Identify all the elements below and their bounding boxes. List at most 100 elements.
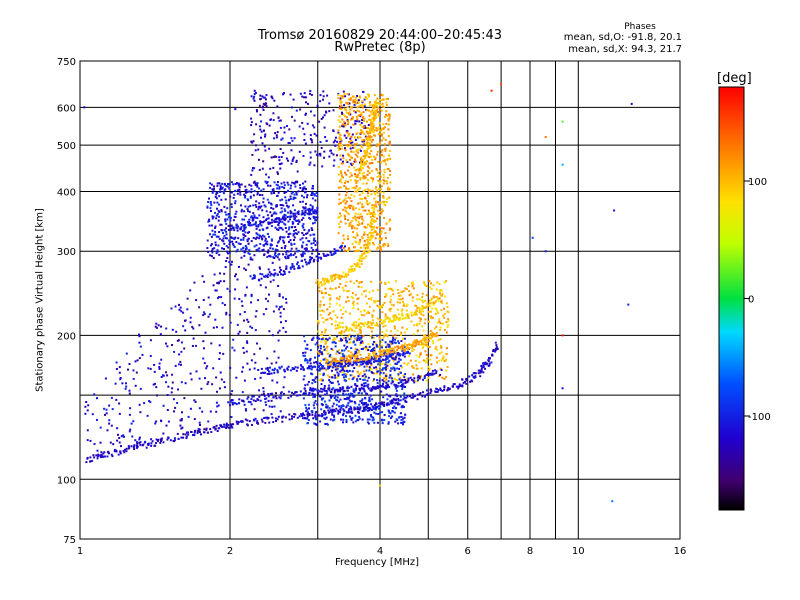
data-point — [343, 249, 346, 252]
data-point — [394, 351, 397, 354]
data-point — [332, 357, 335, 360]
data-point — [338, 133, 341, 135]
data-point — [341, 326, 344, 329]
data-point — [363, 314, 366, 317]
data-point — [352, 421, 355, 424]
data-point — [299, 92, 302, 95]
data-point — [253, 419, 256, 422]
data-point — [360, 341, 363, 344]
data-point — [102, 452, 105, 455]
data-point — [348, 158, 351, 161]
data-point — [277, 172, 279, 175]
data-point — [180, 427, 183, 430]
data-point — [286, 204, 288, 207]
data-point — [341, 97, 344, 99]
data-point — [276, 256, 279, 259]
data-point — [365, 408, 368, 411]
data-point — [217, 404, 220, 407]
data-point — [259, 128, 262, 131]
data-point — [231, 240, 234, 243]
data-point — [358, 187, 361, 190]
data-point — [200, 387, 203, 390]
data-point — [281, 221, 284, 224]
data-point — [385, 201, 388, 203]
data-point — [244, 226, 247, 229]
data-point — [305, 202, 307, 205]
data-point — [385, 122, 388, 125]
data-point — [313, 422, 316, 425]
data-point — [369, 132, 371, 135]
data-point — [369, 225, 372, 227]
data-point — [328, 384, 331, 387]
data-point — [227, 252, 229, 255]
data-point — [388, 196, 391, 199]
data-point — [357, 151, 360, 154]
data-point — [362, 117, 364, 120]
data-point — [361, 237, 364, 240]
data-point — [276, 228, 278, 231]
data-point — [333, 415, 336, 418]
data-point — [366, 356, 369, 359]
data-point — [266, 243, 269, 246]
data-point — [342, 355, 345, 358]
data-point — [254, 216, 257, 219]
data-point — [292, 254, 295, 256]
data-point — [352, 268, 355, 271]
data-point — [316, 209, 319, 212]
data-point — [318, 414, 321, 417]
data-point — [360, 164, 363, 167]
data-point — [380, 150, 383, 153]
data-point — [291, 220, 294, 223]
data-point — [334, 374, 337, 377]
data-point — [396, 353, 399, 356]
data-point — [266, 233, 269, 235]
data-point — [408, 352, 411, 355]
data-point — [412, 379, 415, 382]
data-point — [357, 168, 360, 170]
data-point — [385, 363, 388, 366]
data-point — [347, 300, 350, 302]
data-point — [301, 121, 304, 124]
data-point — [355, 180, 358, 183]
data-point — [414, 359, 417, 362]
data-point — [280, 218, 283, 221]
data-point — [373, 197, 376, 200]
data-point — [393, 351, 396, 354]
data-point — [259, 267, 261, 270]
data-point — [251, 326, 254, 329]
data-point — [334, 144, 337, 147]
data-point — [338, 274, 341, 277]
data-point — [392, 359, 395, 362]
data-point — [361, 222, 364, 225]
data-point — [324, 318, 327, 321]
data-point — [371, 189, 374, 192]
data-point — [357, 202, 360, 205]
data-point — [368, 305, 371, 308]
data-point — [201, 275, 204, 278]
data-point — [342, 412, 345, 415]
data-point — [119, 450, 122, 453]
data-point — [302, 127, 305, 130]
data-point — [381, 360, 384, 362]
data-point — [285, 191, 288, 193]
data-point — [309, 217, 312, 220]
data-point — [440, 368, 443, 371]
data-point — [375, 205, 378, 208]
data-point — [250, 359, 253, 362]
data-point — [182, 311, 185, 314]
data-point — [359, 123, 362, 126]
data-point — [350, 204, 353, 207]
data-point — [236, 422, 239, 425]
data-point — [360, 322, 363, 325]
data-point — [270, 95, 273, 98]
data-point — [260, 235, 263, 238]
data-point — [112, 443, 115, 446]
data-point — [335, 403, 338, 406]
data-point — [352, 95, 355, 98]
data-point — [334, 273, 337, 276]
data-point — [302, 378, 305, 381]
data-point — [293, 415, 296, 418]
data-point — [492, 350, 495, 353]
data-point — [377, 386, 380, 388]
